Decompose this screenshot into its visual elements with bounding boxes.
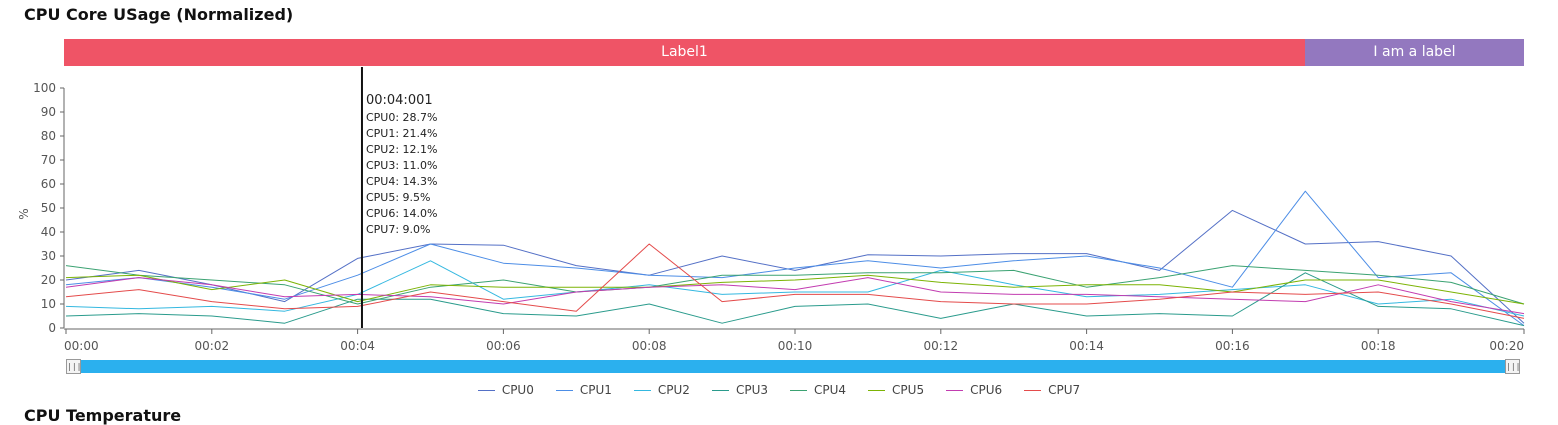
y-tick-label: 60: [41, 177, 56, 191]
y-tick-label: 20: [41, 273, 56, 287]
series-line-cpu2[interactable]: [65, 260, 1525, 317]
series-line-cpu6[interactable]: [65, 277, 1525, 315]
x-tick-label: 00:20: [1489, 339, 1524, 353]
legend-swatch: [1024, 389, 1042, 391]
legend-label: CPU7: [1048, 383, 1081, 397]
legend-swatch: [633, 389, 651, 391]
cursor-readout: CPU2: 12.1%: [366, 143, 438, 156]
legend-label: CPU3: [735, 383, 768, 397]
x-tick-label: 00:06: [486, 339, 521, 353]
cursor-readout: CPU1: 21.4%: [366, 127, 438, 140]
series-line-cpu7[interactable]: [65, 243, 1525, 319]
series-line-cpu4[interactable]: [65, 265, 1525, 305]
x-tick-label: 00:00: [64, 339, 99, 353]
legend-label: CPU1: [579, 383, 612, 397]
x-tick-label: 00:16: [1215, 339, 1250, 353]
series-line-cpu3[interactable]: [65, 272, 1525, 327]
x-tick-label: 00:08: [632, 339, 667, 353]
legend-swatch: [790, 389, 807, 391]
legend-label: CPU6: [970, 383, 1003, 397]
x-tick-label: 00:12: [924, 339, 959, 353]
legend-swatch: [946, 389, 964, 391]
legend-item-cpu6[interactable]: CPU6: [946, 382, 1002, 398]
cursor-readout: CPU0: 28.7%: [366, 111, 438, 124]
legend-item-cpu3[interactable]: CPU3: [711, 382, 768, 398]
legend-item-cpu5[interactable]: CPU5: [868, 382, 924, 398]
y-tick-label: 10: [41, 297, 56, 311]
x-tick-label: 00:10: [778, 339, 813, 353]
legend-item-cpu4[interactable]: CPU4: [790, 382, 846, 398]
y-axis-label: %: [17, 208, 31, 219]
page-title: CPU Core USage (Normalized): [24, 5, 294, 24]
y-tick-label: 40: [41, 225, 56, 239]
y-tick-label: 50: [41, 201, 56, 215]
y-tick-label: 0: [48, 321, 56, 335]
legend-item-cpu2[interactable]: CPU2: [633, 382, 690, 398]
time-band-i-am-a-label[interactable]: I am a label: [1305, 39, 1524, 66]
cursor-readout: CPU7: 9.0%: [366, 223, 431, 236]
cursor-readout: CPU6: 14.0%: [366, 207, 438, 220]
y-tick-label: 100: [33, 81, 56, 95]
legend-swatch: [555, 389, 573, 391]
x-tick-label: 00:18: [1361, 339, 1396, 353]
y-tick-label: 30: [41, 249, 56, 263]
cpu-usage-chart[interactable]: 0 10 20 30 40 50 60 70 80 90 100% 00:00 00:02 00:04 00…: [0, 0, 1558, 414]
slider-handle-left[interactable]: |||: [66, 359, 81, 374]
time-band-label1[interactable]: Label1: [64, 39, 1305, 66]
legend-swatch: [477, 389, 495, 391]
legend-label: CPU5: [892, 383, 925, 397]
x-tick-label: 00:14: [1069, 339, 1104, 353]
legend-swatch: [711, 389, 729, 391]
next-section-title: CPU Temperature: [24, 406, 182, 425]
time-range-slider[interactable]: [68, 360, 1520, 373]
y-tick-label: 90: [41, 105, 56, 119]
x-tick-label: 00:02: [195, 339, 230, 353]
legend-item-cpu0[interactable]: CPU0: [477, 382, 534, 398]
legend-label: CPU2: [657, 383, 690, 397]
series-line-cpu5[interactable]: [65, 274, 1525, 305]
x-tick-label: 00:04: [340, 339, 375, 353]
y-tick-label: 70: [41, 153, 56, 167]
legend-item-cpu1[interactable]: CPU1: [555, 382, 612, 398]
chart-legend: CPU0 CPU1 CPU2 CPU3 CPU4 CPU5 CPU6 CPU7: [0, 382, 1558, 398]
legend-swatch: [868, 389, 886, 391]
cursor-readout: CPU4: 14.3%: [366, 175, 438, 188]
legend-label: CPU0: [501, 383, 534, 397]
series-line-cpu1[interactable]: [65, 190, 1525, 327]
cursor-time: 00:04:001: [366, 93, 433, 108]
cursor-readout: CPU5: 9.5%: [366, 191, 431, 204]
slider-handle-right[interactable]: |||: [1505, 359, 1520, 374]
cursor-readout: CPU3: 11.0%: [366, 159, 438, 172]
y-tick-label: 80: [41, 129, 56, 143]
legend-item-cpu7[interactable]: CPU7: [1024, 382, 1080, 398]
legend-label: CPU4: [814, 383, 847, 397]
